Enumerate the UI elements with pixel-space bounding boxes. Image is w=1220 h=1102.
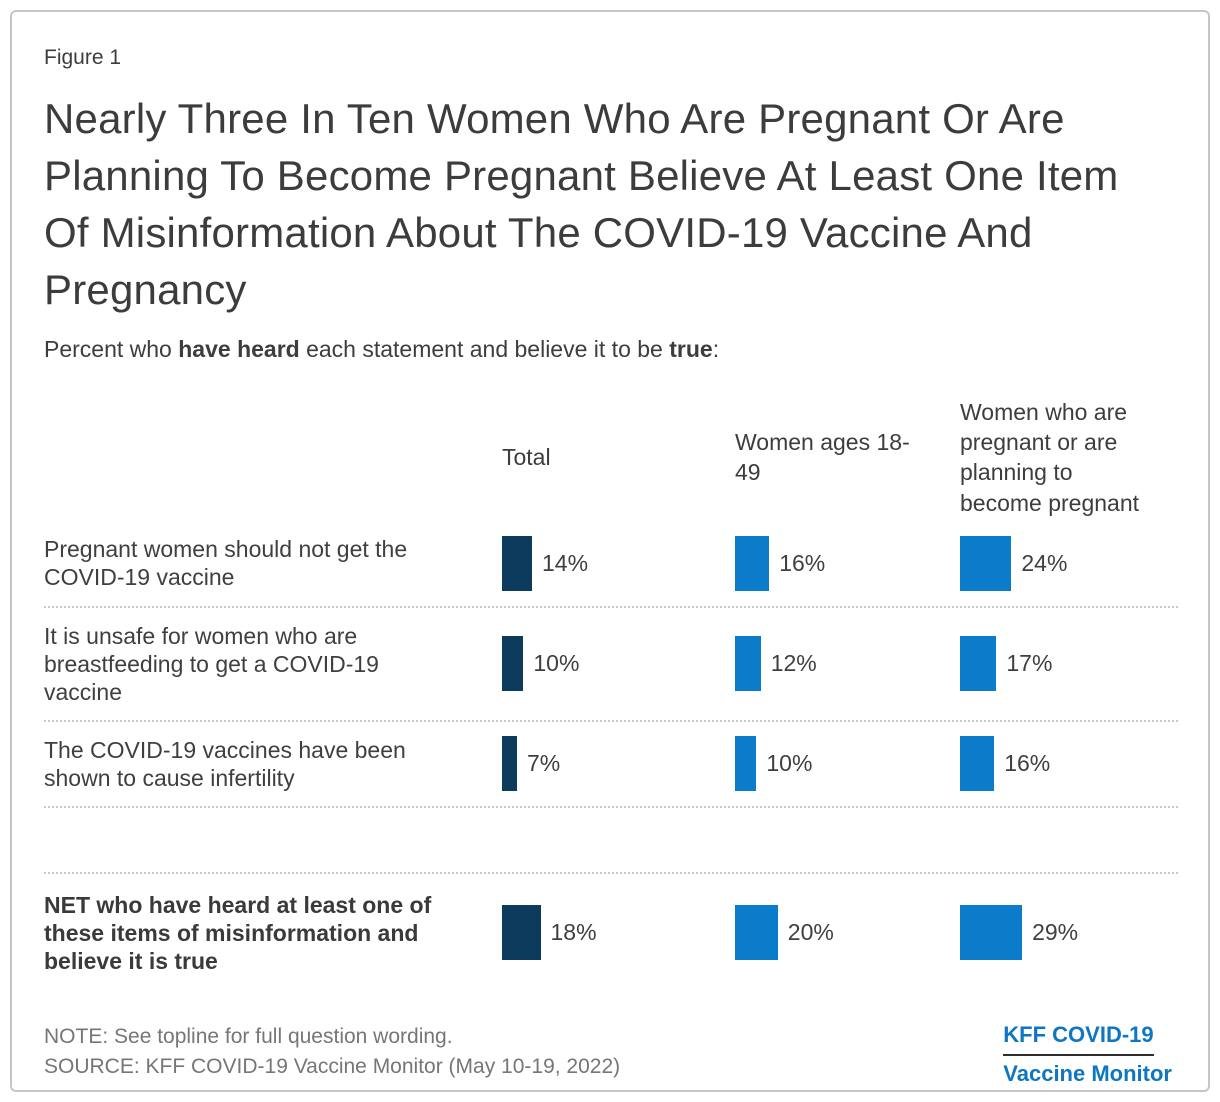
bar: [735, 905, 778, 961]
column-header-women-ages-18-49: Women ages 18-49: [735, 429, 910, 486]
column-header-pregnant-or-planning: Women who are pregnant or are planning t…: [960, 398, 1140, 516]
value-label: 14%: [542, 549, 589, 576]
value-label: 10%: [766, 750, 813, 777]
bar-cell-total: 10%: [502, 636, 735, 692]
bar: [960, 905, 1023, 961]
statement-label: Pregnant women should not get the COVID-…: [44, 536, 408, 591]
chart-row: It is unsafe for women who are breastfee…: [44, 608, 1178, 722]
value-label: 24%: [1021, 549, 1068, 576]
bar-cell-women-18-49: 12%: [735, 636, 960, 692]
bar: [960, 736, 995, 792]
figure-subtitle: Percent who have heard each statement an…: [44, 336, 1178, 363]
logo-line2: Vaccine Monitor: [1003, 1060, 1172, 1086]
subtitle-text: each statement and believe it to be: [299, 336, 670, 363]
note-text: NOTE: See topline for full question word…: [44, 1024, 453, 1048]
kff-vaccine-monitor-logo: KFF COVID-19 Vaccine Monitor: [1003, 1022, 1172, 1087]
statement-label: It is unsafe for women who are breastfee…: [44, 622, 379, 705]
value-label: 17%: [1006, 650, 1053, 677]
bar: [502, 736, 517, 792]
value-label: 7%: [527, 750, 561, 777]
bar: [502, 905, 541, 961]
figure-footer: NOTE: See topline for full question word…: [44, 1022, 1178, 1087]
bar: [960, 535, 1012, 591]
bar-cell-pregnant-or-planning: 17%: [960, 636, 1178, 692]
bar-chart: Total Women ages 18-49 Women who are pre…: [44, 395, 1178, 991]
bar: [960, 636, 997, 692]
column-header-total: Total: [502, 444, 551, 471]
section-gap: [44, 808, 1178, 874]
notes-block: NOTE: See topline for full question word…: [44, 1022, 620, 1083]
bar-cell-total: 7%: [502, 736, 735, 792]
statement-label: NET who have heard at least one of these…: [44, 891, 432, 974]
statement-label: The COVID-19 vaccines have been shown to…: [44, 736, 406, 791]
value-label: 16%: [779, 549, 826, 576]
subtitle-text: :: [712, 336, 720, 363]
chart-rows: Pregnant women should not get the COVID-…: [44, 521, 1178, 991]
figure-card: Figure 1 Nearly Three In Ten Women Who A…: [10, 10, 1210, 1092]
bar: [735, 736, 757, 792]
subtitle-emphasis-have-heard: have heard: [178, 336, 300, 363]
subtitle-emphasis-true: true: [669, 336, 713, 363]
bar: [502, 535, 532, 591]
bar-cell-women-18-49: 16%: [735, 535, 960, 591]
source-text: SOURCE: KFF COVID-19 Vaccine Monitor (Ma…: [44, 1055, 621, 1079]
chart-header-row: Total Women ages 18-49 Women who are pre…: [44, 395, 1178, 519]
value-label: 20%: [787, 919, 834, 946]
value-label: 12%: [770, 650, 817, 677]
chart-row: The COVID-19 vaccines have been shown to…: [44, 722, 1178, 808]
logo-line1: KFF COVID-19: [1003, 1022, 1154, 1056]
bar-cell-women-18-49: 20%: [735, 905, 960, 961]
bar-cell-total: 14%: [502, 535, 735, 591]
bar: [502, 636, 524, 692]
value-label: 16%: [1004, 750, 1051, 777]
figure-title: Nearly Three In Ten Women Who Are Pregna…: [44, 95, 1119, 314]
chart-row: Pregnant women should not get the COVID-…: [44, 521, 1178, 608]
subtitle-text: Percent who: [44, 336, 179, 363]
chart-row: NET who have heard at least one of these…: [44, 874, 1178, 992]
bar: [735, 636, 761, 692]
figure-label: Figure 1: [44, 46, 122, 69]
bar-cell-pregnant-or-planning: 24%: [960, 535, 1178, 591]
value-label: 29%: [1032, 919, 1079, 946]
bar-cell-pregnant-or-planning: 29%: [960, 905, 1178, 961]
bar-cell-total: 18%: [502, 905, 735, 961]
bar-cell-women-18-49: 10%: [735, 736, 960, 792]
value-label: 18%: [550, 919, 597, 946]
bar: [735, 535, 770, 591]
bar-cell-pregnant-or-planning: 16%: [960, 736, 1178, 792]
value-label: 10%: [533, 650, 580, 677]
